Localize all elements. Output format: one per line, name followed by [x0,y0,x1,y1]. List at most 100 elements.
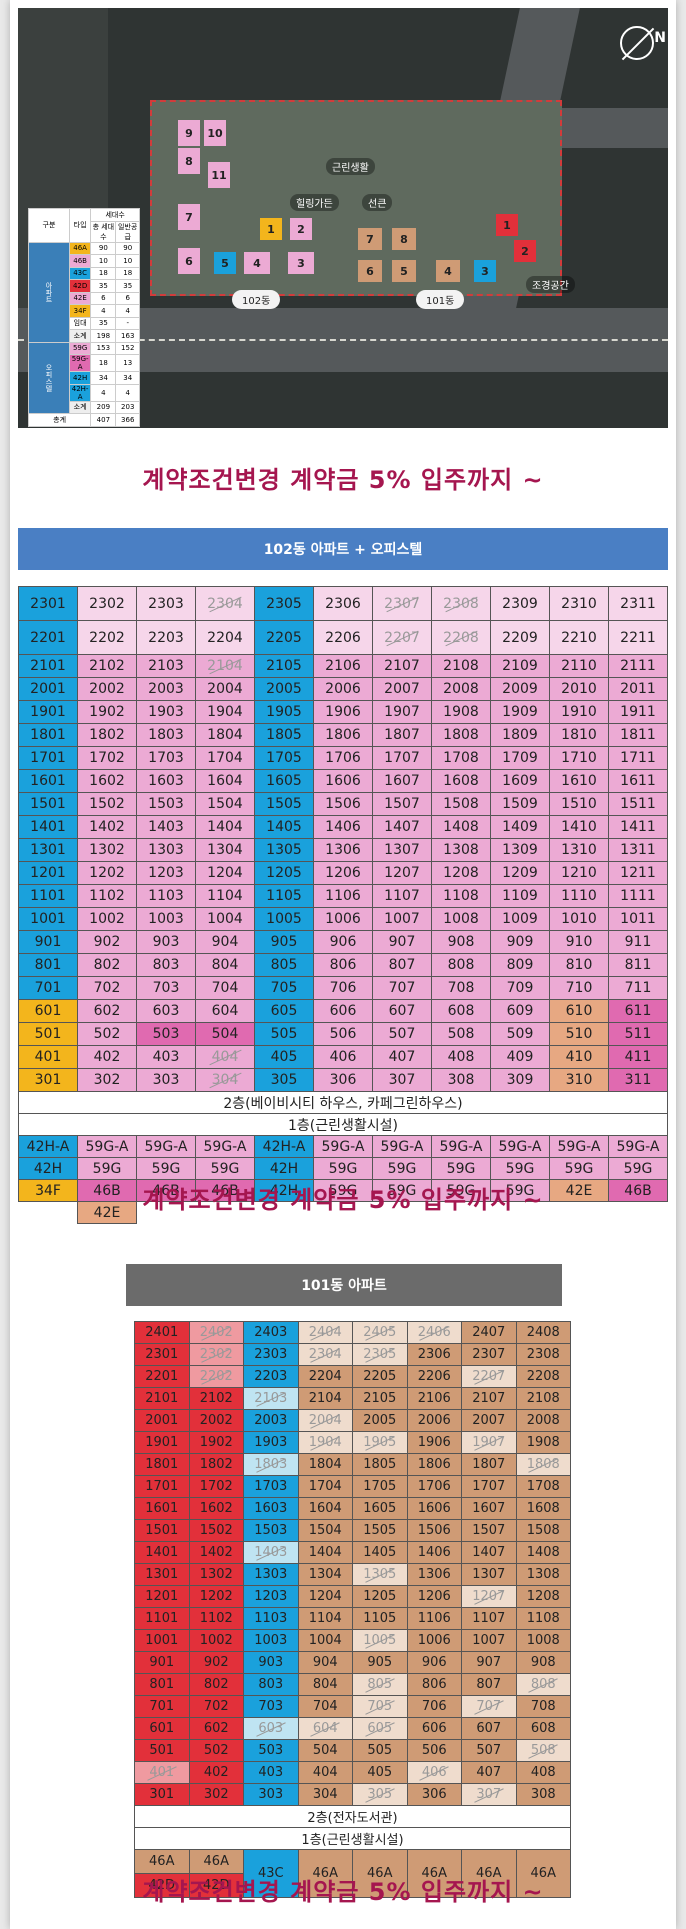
unit-cell: 1604 [195,769,255,793]
label-102: 102동 [232,290,281,309]
unit-cell: 2205 [352,1365,408,1388]
unit-cell: 2111 [608,654,668,678]
unit-cell: 1103 [136,884,196,908]
unit-cell: 1305 [352,1563,408,1586]
unit-cell: 808 [515,1673,571,1696]
unit-cell: 702 [77,976,137,1000]
unit-cell: 1603 [136,769,196,793]
floor-2-label: 2층(베이비시티 하우스, 카페그린하우스) [18,1091,668,1114]
unit-cell: 2001 [134,1409,190,1432]
unit-cell: 2110 [549,654,609,678]
unit-cell: 2003 [243,1409,299,1432]
unit-cell: 1202 [188,1585,244,1608]
type-cell: 59G-A [608,1135,668,1158]
legend-cell: 209 [90,400,117,414]
legend-head: 구분 [28,208,70,243]
unit-cell: 1006 [406,1629,462,1652]
unit-cell: 510 [549,1022,609,1046]
unit-cell: 1204 [297,1585,353,1608]
unit-cell: 2303 [136,586,196,621]
unit-cell: 1310 [549,838,609,862]
unit-cell: 2305 [352,1343,408,1366]
unit-cell: 308 [431,1068,491,1092]
unit-cell: 1109 [490,884,550,908]
unit-cell: 1708 [431,746,491,770]
type-cell [195,1201,255,1224]
legend-cell: 46A [68,241,92,255]
unit-cell: 908 [515,1651,571,1674]
unit-cell: 2205 [254,620,314,655]
unit-cell: 1905 [254,700,314,724]
unit-cell: 1607 [461,1497,517,1520]
unit-block: 1 [496,214,518,236]
unit-cell: 1709 [490,746,550,770]
unit-cell: 2101 [18,654,78,678]
unit-cell: 2209 [490,620,550,655]
unit-cell: 1306 [313,838,373,862]
unit-cell: 2302 [188,1343,244,1366]
unit-cell: 306 [313,1068,373,1092]
floor-1-label: 1층(근린생활시설) [18,1113,668,1136]
unit-cell: 1702 [188,1475,244,1498]
unit-cell: 401 [18,1045,78,1069]
unit-cell: 410 [549,1045,609,1069]
unit-cell: 1206 [406,1585,462,1608]
unit-cell: 604 [297,1717,353,1740]
unit-cell: 806 [313,953,373,977]
unit-cell: 1509 [490,792,550,816]
legend-sub: 총 세대수 [90,220,117,243]
unit-cell: 2007 [461,1409,517,1432]
unit-cell: 2208 [431,620,491,655]
unit-cell: 1104 [297,1607,353,1630]
unit-cell: 1108 [431,884,491,908]
unit-cell: 811 [608,953,668,977]
type-cell: 59G [549,1157,609,1180]
unit-cell: 1307 [372,838,432,862]
unit-cell: 405 [254,1045,314,1069]
unit-cell: 408 [431,1045,491,1069]
unit-cell: 704 [297,1695,353,1718]
unit-cell: 608 [515,1717,571,1740]
unit-cell: 607 [372,999,432,1023]
unit-cell: 1904 [195,700,255,724]
unit-cell: 1704 [297,1475,353,1498]
legend-cell: 366 [115,413,140,427]
unit-cell: 2404 [297,1321,353,1344]
unit-cell: 1405 [254,815,314,839]
legend-cell: 10 [115,254,140,268]
unit-cell: 908 [431,930,491,954]
legend-cell: 46B [68,254,92,268]
unit-cell: 2208 [515,1365,571,1388]
unit-cell: 2003 [136,677,196,701]
unit-cell: 1411 [608,815,668,839]
unit-cell: 2104 [297,1387,353,1410]
label-101: 101동 [416,290,465,309]
unit-cell: 1005 [352,1629,408,1652]
unit-cell: 1605 [254,769,314,793]
b102-header: 102동 아파트 + 오피스텔 [18,528,668,570]
unit-cell: 302 [188,1783,244,1806]
unit-cell: 1806 [406,1453,462,1476]
unit-cell: 1907 [372,700,432,724]
unit-cell: 501 [134,1739,190,1762]
unit-block: 2 [290,218,312,240]
unit-cell: 1108 [515,1607,571,1630]
unit-cell: 2011 [608,677,668,701]
unit-cell: 2109 [490,654,550,678]
unit-cell: 402 [77,1045,137,1069]
unit-cell: 1211 [608,861,668,885]
unit-cell: 1404 [195,815,255,839]
unit-cell: 1809 [490,723,550,747]
legend-cell: 42E [68,291,92,305]
unit-cell: 901 [134,1651,190,1674]
unit-cell: 904 [195,930,255,954]
unit-cell: 2306 [313,586,373,621]
legend-cell: 198 [90,329,117,343]
type-cell: 46B [77,1179,137,1202]
unit-cell: 2006 [313,677,373,701]
unit-cell: 1208 [431,861,491,885]
unit-cell: 1408 [515,1541,571,1564]
unit-cell: 909 [490,930,550,954]
unit-cell: 407 [461,1761,517,1784]
unit-cell: 906 [313,930,373,954]
